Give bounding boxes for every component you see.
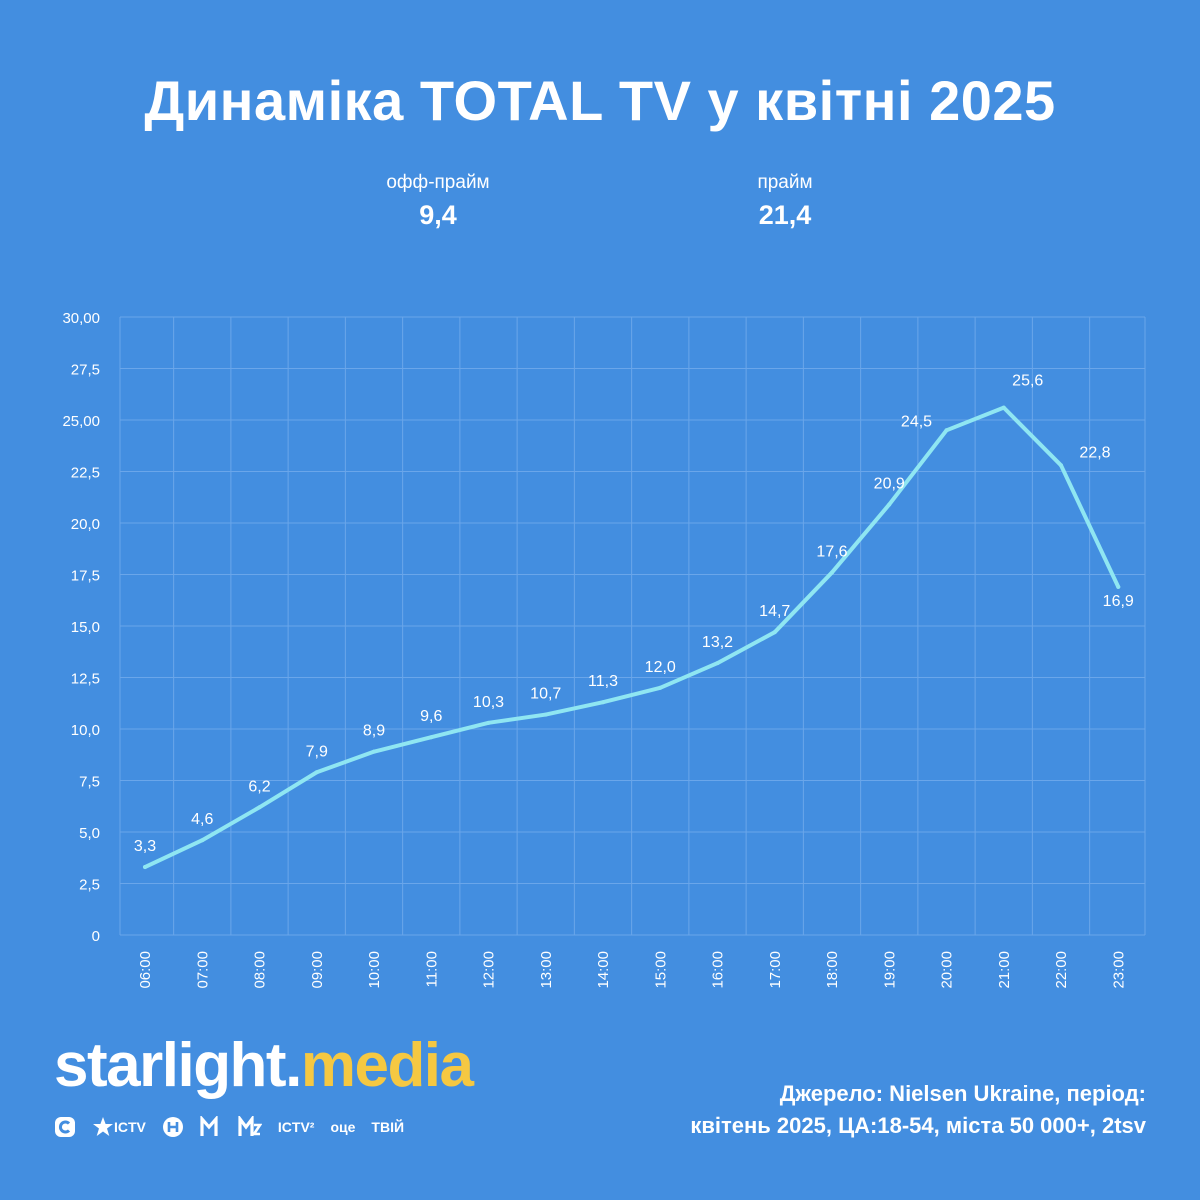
data-label: 3,3 — [134, 838, 156, 855]
y-tick-label: 2,5 — [79, 877, 100, 894]
ictv-label: ICTV — [114, 1119, 146, 1135]
data-point — [887, 502, 892, 507]
brand-suffix: media — [300, 1031, 474, 1100]
data-label: 16,9 — [1103, 593, 1134, 610]
oce-icon: оце — [330, 1119, 355, 1135]
novy-kanal-icon — [162, 1116, 184, 1138]
ictv2-label: ICTV² — [277, 1119, 315, 1135]
chart-title: Динаміка TOTAL TV у квітні 2025 — [144, 69, 1056, 132]
data-point — [658, 685, 663, 690]
data-label: 25,6 — [1012, 373, 1043, 390]
x-tick-label: 13:00 — [538, 951, 555, 989]
data-label: 22,8 — [1079, 444, 1110, 461]
y-tick-label: 5,0 — [79, 825, 100, 842]
y-tick-label: 22,5 — [71, 465, 100, 482]
x-tick-label: 15:00 — [652, 951, 669, 989]
data-label: 20,9 — [874, 475, 905, 492]
data-point — [715, 661, 720, 666]
kpi-off-prime-value: 9,4 — [419, 200, 457, 230]
x-tick-label: 19:00 — [881, 951, 898, 989]
y-tick-label: 17,5 — [71, 568, 100, 585]
y-tick-label: 15,0 — [71, 619, 100, 636]
x-tick-label: 22:00 — [1053, 951, 1070, 989]
data-point — [486, 720, 491, 725]
m2-icon — [238, 1116, 262, 1138]
brand-logo: starlight.media — [54, 1035, 474, 1097]
x-tick-label: 21:00 — [996, 951, 1013, 989]
x-tick-label: 23:00 — [1110, 951, 1127, 989]
y-tick-label: 25,00 — [62, 413, 100, 430]
x-tick-label: 08:00 — [252, 951, 269, 989]
y-tick-label: 10,0 — [71, 722, 100, 739]
data-label: 7,9 — [306, 743, 328, 760]
channel-logos: ICTV ICTV² оце ТВІЙ — [54, 1116, 420, 1138]
x-tick-label: 06:00 — [137, 951, 154, 989]
data-point — [314, 770, 319, 775]
data-point — [601, 700, 605, 705]
x-tick-label: 17:00 — [767, 951, 784, 989]
m1-icon — [200, 1116, 222, 1138]
data-label: 4,6 — [191, 811, 213, 828]
x-tick-label: 16:00 — [710, 951, 727, 989]
data-point — [429, 735, 434, 740]
source-line-2: квітень 2025, ЦА:18-54, міста 50 000+, 2… — [690, 1113, 1146, 1138]
tviy-label: ТВІЙ — [371, 1119, 405, 1135]
series-line — [143, 405, 1121, 870]
data-point — [143, 865, 147, 870]
data-point — [543, 712, 548, 717]
x-tick-label: 09:00 — [309, 951, 326, 989]
data-label: 14,7 — [759, 603, 790, 620]
x-tick-label: 18:00 — [824, 951, 841, 989]
y-tick-label: 27,5 — [71, 362, 100, 379]
data-point — [257, 805, 262, 810]
x-tick-label: 12:00 — [481, 951, 498, 989]
data-label: 9,6 — [420, 708, 442, 725]
data-label: 17,6 — [816, 543, 847, 560]
brand-name: starlight — [54, 1031, 287, 1100]
stb-icon — [54, 1116, 76, 1138]
y-tick-label: 7,5 — [79, 774, 100, 791]
kpi-prime-value: 21,4 — [758, 200, 812, 230]
data-label: 6,2 — [248, 778, 270, 795]
data-point — [944, 428, 949, 433]
data-label: 13,2 — [702, 634, 733, 651]
data-label: 8,9 — [363, 723, 385, 740]
data-label: 10,3 — [473, 694, 504, 711]
y-tick-label: 0 — [92, 928, 100, 945]
data-point — [1116, 584, 1121, 589]
x-tick-label: 10:00 — [366, 951, 383, 989]
source-note: Джерело: Nielsen Ukraine, період: квітен… — [690, 1078, 1146, 1142]
data-point — [200, 838, 205, 843]
kpi-off-prime-label: офф-прайм — [386, 172, 490, 193]
data-point — [1059, 463, 1063, 468]
y-tick-label: 20,0 — [71, 516, 100, 533]
kpi-prime: прайм 21,4 — [665, 172, 905, 231]
y-tick-label: 12,5 — [71, 671, 100, 688]
y-tick-label: 30,00 — [62, 310, 100, 327]
ictv-star-icon: ICTV — [92, 1116, 146, 1138]
x-tick-label: 11:00 — [423, 951, 440, 987]
tviy-icon: ТВІЙ — [371, 1119, 404, 1135]
source-line-1: Джерело: Nielsen Ukraine, період: — [779, 1081, 1146, 1106]
data-point — [830, 570, 834, 575]
data-label: 12,0 — [645, 659, 676, 676]
data-label: 11,3 — [588, 673, 618, 690]
ictv2-icon: ICTV² — [278, 1119, 315, 1135]
data-label: 24,5 — [901, 413, 932, 430]
data-point — [372, 749, 376, 754]
data-label: 10,7 — [530, 686, 561, 703]
kpi-prime-label: прайм — [757, 172, 813, 193]
x-tick-label: 14:00 — [595, 951, 612, 989]
kpi-off-prime: офф-прайм 9,4 — [318, 172, 558, 231]
line-chart: 0 2,5 5,0 7,5 10,0 12,5 15,0 17,5 20,0 22,5 25,00 2… — [62, 310, 1146, 989]
oce-label: оце — [330, 1119, 356, 1135]
brand-dot: . — [285, 1031, 302, 1100]
x-tick-label: 07:00 — [194, 951, 211, 989]
data-point — [1001, 405, 1006, 410]
x-tick-label: 20:00 — [939, 951, 956, 989]
data-point — [772, 630, 777, 635]
